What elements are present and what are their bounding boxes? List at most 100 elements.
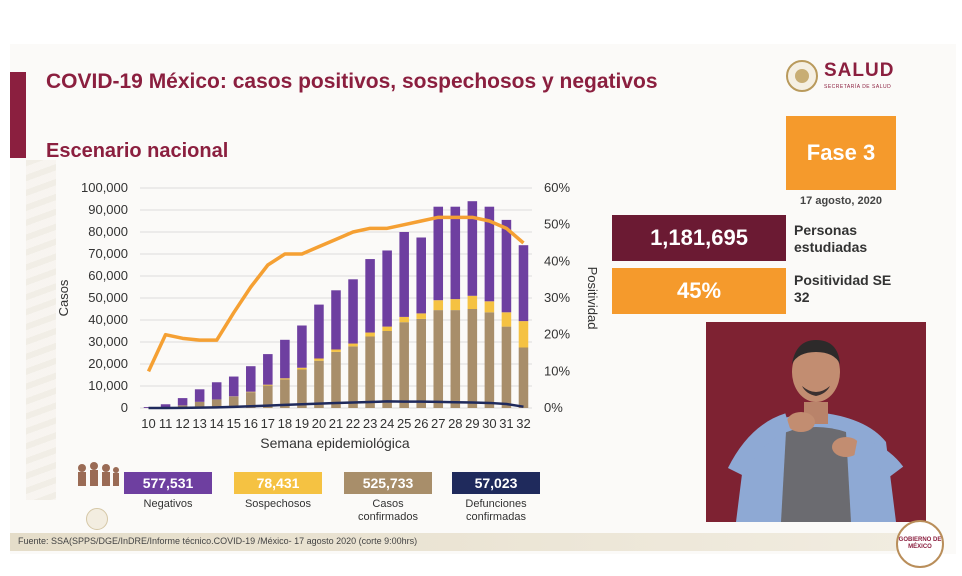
phase-badge: Fase 3 bbox=[786, 116, 896, 190]
y2-tick-label: 10% bbox=[544, 363, 570, 378]
x-tick-label: 28 bbox=[448, 416, 462, 431]
bar-segment bbox=[365, 259, 375, 333]
bar-segment bbox=[246, 392, 256, 408]
bar-segment bbox=[314, 304, 324, 359]
bar-segment bbox=[518, 321, 529, 348]
salud-logo-subtext: SECRETARÍA DE SALUD bbox=[824, 84, 892, 90]
bar-segment bbox=[365, 332, 375, 337]
bar-segment bbox=[297, 367, 307, 370]
y-axis-ticks: 0 10,000 20,000 30,000 40,000 50,000 60,000 70,… bbox=[81, 180, 128, 415]
eagle-seal-icon bbox=[786, 60, 818, 92]
x-tick-label: 30 bbox=[482, 416, 496, 431]
legend-sospechosos: 78,431 Sospechosos bbox=[234, 472, 322, 511]
bar-segment bbox=[263, 384, 273, 386]
x-tick-label: 21 bbox=[329, 416, 343, 431]
bar-segment bbox=[416, 237, 426, 314]
bar-segment bbox=[194, 401, 205, 408]
x-tick-label: 27 bbox=[431, 416, 445, 431]
x-tick-label: 17 bbox=[261, 416, 275, 431]
bar-segment bbox=[280, 379, 290, 408]
chart-bars bbox=[143, 201, 529, 408]
x-tick-label: 15 bbox=[227, 416, 241, 431]
bar-segment bbox=[194, 389, 205, 402]
x-tick-label: 31 bbox=[499, 416, 513, 431]
bar-segment bbox=[501, 326, 512, 408]
legend-confirmados: 525,733 Casos confirmados bbox=[344, 472, 432, 524]
bar-segment bbox=[382, 250, 392, 327]
bar-segment bbox=[331, 349, 341, 352]
x-tick-label: 16 bbox=[244, 416, 258, 431]
x-tick-label: 14 bbox=[209, 416, 223, 431]
bar-segment bbox=[228, 396, 239, 408]
y2-tick-label: 50% bbox=[544, 217, 570, 232]
bar-segment bbox=[416, 318, 426, 408]
y-tick-label: 30,000 bbox=[88, 334, 128, 349]
decorative-pattern bbox=[26, 160, 56, 500]
bar-segment bbox=[399, 322, 409, 408]
y2-tick-label: 40% bbox=[544, 253, 570, 268]
bar-segment bbox=[382, 331, 392, 408]
salud-logo: SALUD SECRETARÍA DE SALUD bbox=[786, 58, 906, 98]
y2-tick-label: 0% bbox=[544, 400, 563, 415]
y-tick-label: 20,000 bbox=[88, 356, 128, 371]
y-tick-label: 100,000 bbox=[81, 180, 128, 195]
bar-segment bbox=[518, 347, 529, 408]
y-tick-label: 90,000 bbox=[88, 202, 128, 217]
bar-segment bbox=[280, 378, 290, 380]
bar-segment bbox=[484, 301, 495, 313]
bar-segment bbox=[348, 343, 358, 347]
watermark-seal-icon bbox=[86, 508, 108, 530]
bar-segment bbox=[484, 312, 495, 408]
y2-tick-label: 30% bbox=[544, 290, 570, 305]
x-tick-label: 10 bbox=[141, 416, 155, 431]
bar-segment bbox=[348, 346, 358, 408]
x-axis-ticks: 10 11 12 13 14 15 16 17 18 19 20 21 22 23 24 25 26 27 28 29… bbox=[141, 416, 530, 431]
sign-language-interpreter-video bbox=[706, 322, 926, 522]
bar-segment bbox=[501, 312, 512, 327]
legend-negativos-value: 577,531 bbox=[124, 472, 212, 494]
bar-segment bbox=[433, 310, 444, 408]
x-tick-label: 29 bbox=[465, 416, 479, 431]
y-tick-label: 0 bbox=[121, 400, 128, 415]
bar-segment bbox=[177, 398, 188, 406]
bar-segment bbox=[348, 279, 358, 344]
bar-segment bbox=[246, 366, 256, 392]
bar-segment bbox=[263, 354, 273, 385]
y-tick-label: 10,000 bbox=[88, 378, 128, 393]
bar-segment bbox=[280, 339, 290, 379]
defunciones-line bbox=[148, 400, 524, 410]
legend-negativos-label: Negativos bbox=[143, 498, 193, 510]
bar-segment bbox=[228, 376, 239, 397]
page-subtitle: Escenario nacional bbox=[46, 140, 229, 162]
y-tick-label: 60,000 bbox=[88, 268, 128, 283]
bar-segment bbox=[467, 309, 478, 408]
bar-segment bbox=[399, 232, 409, 317]
personas-label: Personas estudiadas bbox=[794, 222, 868, 255]
x-tick-label: 11 bbox=[159, 416, 173, 431]
interpreter-figure bbox=[706, 322, 926, 522]
bar-segment bbox=[518, 245, 529, 322]
bar-segment bbox=[433, 300, 444, 311]
y-tick-label: 50,000 bbox=[88, 290, 128, 305]
x-axis-label: Semana epidemiológica bbox=[260, 435, 410, 451]
legend-confirmados-value: 525,733 bbox=[344, 472, 432, 494]
bar-segment bbox=[484, 206, 495, 302]
y-tick-label: 40,000 bbox=[88, 312, 128, 327]
bar-segment bbox=[416, 313, 426, 319]
chart-lines bbox=[146, 215, 525, 410]
bar-segment bbox=[297, 369, 307, 408]
bar-segment bbox=[160, 404, 171, 408]
y2-axis-ticks: 0% 10% 20% 30% 40% 50% 60% bbox=[544, 180, 570, 415]
positividad-value: 45% bbox=[612, 268, 786, 314]
x-tick-label: 19 bbox=[295, 416, 309, 431]
salud-logo-text: SALUD bbox=[824, 60, 895, 81]
y-tick-label: 80,000 bbox=[88, 224, 128, 239]
bar-segment bbox=[314, 360, 324, 408]
y2-tick-label: 20% bbox=[544, 327, 570, 342]
y2-axis-label: Positividad bbox=[585, 267, 600, 330]
bar-segment bbox=[450, 206, 461, 300]
legend-sospechosos-value: 78,431 bbox=[234, 472, 322, 494]
footer-strip bbox=[10, 533, 910, 551]
legend-defunciones: 57,023 Defunciones confirmadas bbox=[452, 472, 540, 524]
